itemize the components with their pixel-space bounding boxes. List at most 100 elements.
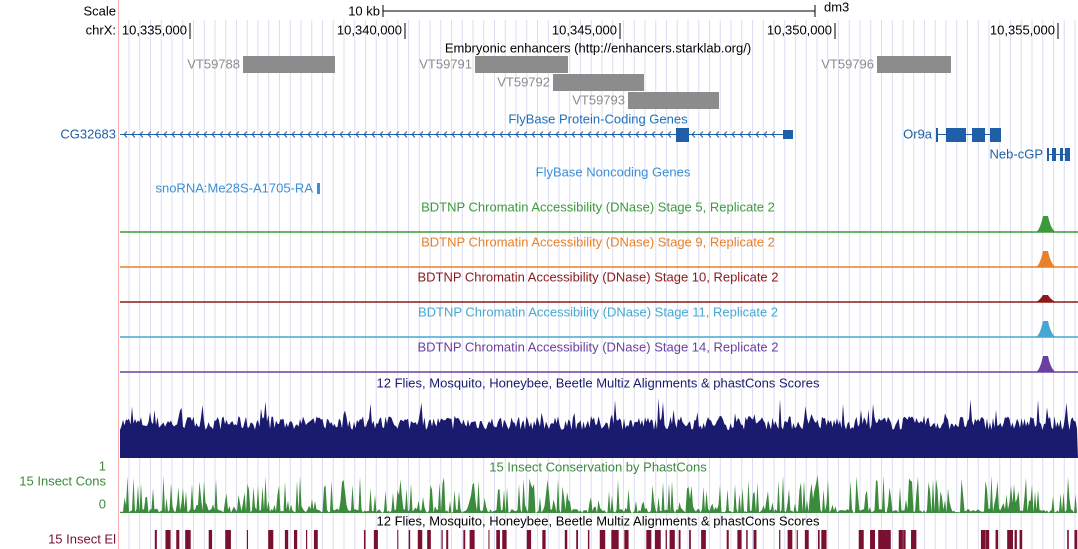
strand-arrow — [739, 131, 744, 138]
position-label: 10,350,000 — [767, 22, 832, 37]
strand-arrow — [123, 131, 128, 138]
peak — [1036, 295, 1056, 302]
strand-arrow — [363, 131, 368, 138]
strand-arrow — [163, 131, 168, 138]
element — [678, 530, 681, 549]
axis-label: 1 — [99, 458, 106, 473]
element — [787, 530, 793, 549]
element — [427, 530, 431, 549]
enhancer — [877, 56, 951, 73]
strand-arrow — [139, 131, 144, 138]
strand-arrow — [419, 131, 424, 138]
strand-arrow — [563, 131, 568, 138]
element — [883, 530, 887, 549]
element — [986, 530, 990, 549]
track-title: BDTNP Chromatin Accessibility (DNase) St… — [417, 269, 778, 284]
strand-arrow — [275, 131, 280, 138]
side-label: 15 Insect El — [48, 531, 116, 546]
strand-arrow — [435, 131, 440, 138]
track-title: FlyBase Protein-Coding Genes — [508, 111, 688, 126]
enhancer — [243, 56, 335, 73]
grid — [128, 20, 1076, 549]
conservation-track — [120, 475, 1078, 513]
strand-arrow — [307, 131, 312, 138]
element — [870, 530, 875, 549]
strand-arrow — [443, 131, 448, 138]
strand-arrow — [507, 131, 512, 138]
strand-arrow — [379, 131, 384, 138]
peak — [1036, 321, 1056, 337]
enhancer-label: VT59792 — [497, 74, 550, 89]
multiz-area — [120, 397, 1078, 458]
enhancer — [475, 56, 568, 73]
element — [373, 530, 378, 549]
strand-arrow — [203, 131, 208, 138]
exon — [1060, 148, 1063, 161]
element — [526, 530, 532, 549]
strand-arrow — [259, 131, 264, 138]
gene-track — [120, 128, 1070, 161]
element — [858, 530, 864, 549]
enhancer-label: VT59791 — [419, 56, 472, 71]
strand-arrow — [547, 131, 552, 138]
element — [665, 530, 667, 549]
element — [397, 530, 399, 549]
track-title: 12 Flies, Mosquito, Honeybee, Beetle Mul… — [377, 513, 820, 528]
exon — [676, 128, 689, 142]
strand-arrow — [395, 131, 400, 138]
strand-arrow — [659, 131, 664, 138]
element — [542, 530, 546, 549]
element — [268, 530, 274, 549]
element — [878, 530, 885, 549]
element — [284, 530, 289, 549]
strand-arrow — [611, 131, 616, 138]
strand-arrow — [667, 131, 672, 138]
strand-arrow — [339, 131, 344, 138]
strand-arrow — [323, 131, 328, 138]
peak — [1036, 356, 1056, 372]
track-title: BDTNP Chromatin Accessibility (DNase) St… — [418, 304, 778, 319]
scale-bar — [382, 5, 816, 17]
element — [614, 530, 619, 549]
enhancer-label: VT59796 — [821, 56, 874, 71]
element — [737, 530, 742, 549]
element — [689, 530, 691, 549]
element — [669, 530, 675, 549]
strand-arrow — [579, 131, 584, 138]
position-label: 10,335,000 — [122, 22, 187, 37]
strand-arrow — [643, 131, 648, 138]
element — [154, 530, 157, 549]
strand-arrow — [595, 131, 600, 138]
strand-arrow — [627, 131, 632, 138]
gene-label: CG32683 — [60, 126, 116, 141]
element — [646, 530, 652, 549]
track-title: BDTNP Chromatin Accessibility (DNase) St… — [417, 339, 778, 354]
strand-arrow — [451, 131, 456, 138]
strand-arrow — [411, 131, 416, 138]
element — [1014, 530, 1017, 549]
element — [701, 530, 706, 549]
element — [306, 530, 308, 549]
element — [995, 530, 999, 549]
scale-label: Scale — [83, 3, 116, 18]
strand-arrow — [427, 131, 432, 138]
track-title: FlyBase Noncoding Genes — [536, 164, 691, 179]
strand-arrow — [283, 131, 288, 138]
multiz-track — [120, 397, 1078, 458]
element — [980, 530, 986, 549]
assembly-label: dm3 — [824, 0, 849, 14]
element — [726, 530, 729, 549]
element — [587, 530, 590, 549]
strand-arrow — [691, 131, 696, 138]
noncoding-exon — [317, 183, 320, 194]
element — [408, 530, 411, 549]
elements-track — [154, 530, 1078, 549]
peak — [1036, 216, 1056, 232]
element — [185, 530, 191, 549]
strand-arrow — [603, 131, 608, 138]
element — [898, 530, 903, 549]
strand-arrow — [403, 131, 408, 138]
strand-arrow — [459, 131, 464, 138]
enhancer-track: VT59788 VT59791 VT59792 VT59793 VT59796 — [187, 56, 951, 109]
track-title: BDTNP Chromatin Accessibility (DNase) St… — [421, 199, 775, 214]
